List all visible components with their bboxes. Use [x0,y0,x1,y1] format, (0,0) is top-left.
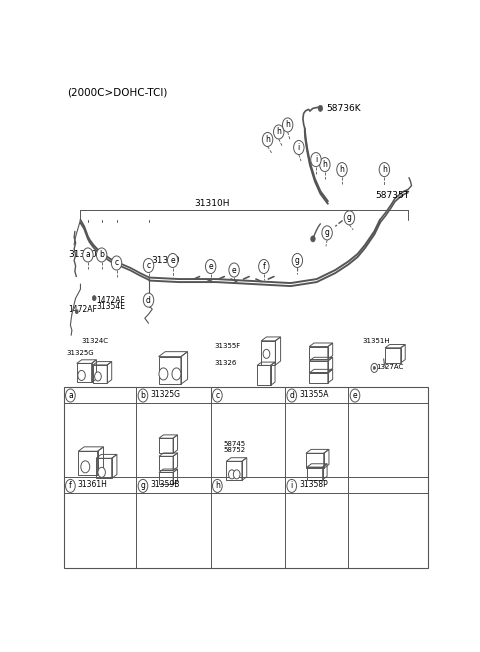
Circle shape [294,140,304,155]
Text: 1472AF: 1472AF [96,295,125,304]
Circle shape [96,248,107,262]
Circle shape [228,470,235,479]
Text: e: e [353,391,357,400]
Text: 31354E: 31354E [96,302,125,310]
Text: d: d [146,295,151,304]
Text: 31359B: 31359B [150,480,180,489]
Circle shape [259,259,269,274]
Text: c: c [115,258,119,267]
Text: 31326: 31326 [215,361,237,366]
Circle shape [66,389,75,402]
Circle shape [282,118,293,132]
Text: e: e [208,262,213,271]
Circle shape [75,310,78,314]
Text: 31310: 31310 [68,250,97,259]
Circle shape [263,132,273,147]
Text: h: h [382,165,387,174]
Circle shape [205,259,216,274]
Circle shape [98,467,106,477]
Text: 31320: 31320 [151,256,180,265]
Text: 31325G: 31325G [150,389,180,398]
Circle shape [318,106,323,111]
Text: 31325G: 31325G [67,350,95,357]
Circle shape [274,125,284,139]
Text: d: d [289,391,294,400]
Circle shape [337,162,347,177]
Circle shape [311,153,321,167]
Circle shape [172,368,181,380]
Text: h: h [339,165,345,174]
Circle shape [138,389,148,402]
Circle shape [320,158,330,171]
Circle shape [168,254,178,267]
Circle shape [95,372,101,381]
Text: c: c [216,391,219,400]
Text: g: g [141,481,145,490]
Circle shape [138,479,148,492]
Text: a: a [68,391,73,400]
Text: e: e [170,256,175,265]
Text: 58735T: 58735T [375,191,409,200]
Text: i: i [315,155,317,164]
Text: h: h [323,160,327,169]
Text: 31324C: 31324C [81,338,108,344]
Circle shape [83,248,93,262]
Text: c: c [146,261,151,270]
Circle shape [287,389,297,402]
Text: b: b [99,250,104,259]
Circle shape [292,254,302,267]
Text: b: b [141,391,145,400]
Text: f: f [263,262,265,271]
Text: 31361H: 31361H [78,480,108,489]
Text: i: i [298,143,300,152]
Circle shape [144,258,154,273]
Circle shape [159,368,168,380]
Text: 58736K: 58736K [326,104,360,113]
Text: 31355A: 31355A [299,389,329,398]
Circle shape [78,370,85,381]
Circle shape [350,389,360,402]
Text: a: a [85,250,90,259]
Text: h: h [215,481,220,490]
Circle shape [66,479,75,492]
Circle shape [373,366,375,370]
Circle shape [111,256,122,270]
Circle shape [311,236,315,242]
Circle shape [263,349,270,359]
Text: (2000C>DOHC-TCI): (2000C>DOHC-TCI) [67,87,168,97]
Circle shape [322,226,332,240]
Circle shape [144,293,154,307]
Text: 58752: 58752 [223,447,245,453]
Text: h: h [265,135,270,144]
Text: g: g [295,256,300,265]
Circle shape [81,461,90,473]
Text: g: g [324,228,330,237]
Circle shape [213,389,222,402]
Circle shape [92,295,96,301]
Text: h: h [276,127,281,136]
Circle shape [379,162,390,177]
Circle shape [233,470,240,479]
Text: 31351H: 31351H [362,338,390,344]
Text: 58745: 58745 [223,441,245,447]
Text: 31355F: 31355F [215,343,240,349]
Text: 31358P: 31358P [299,480,328,489]
Circle shape [371,363,378,372]
Text: h: h [285,121,290,130]
Text: f: f [69,481,72,490]
Text: e: e [232,265,237,274]
Text: 1327AC: 1327AC [376,364,404,370]
Text: i: i [290,481,293,490]
Circle shape [287,479,297,492]
Circle shape [213,479,222,492]
Circle shape [229,263,240,277]
Text: 1472AF: 1472AF [68,304,97,314]
Text: g: g [347,213,352,222]
Text: 31310H: 31310H [194,199,229,208]
Circle shape [344,211,355,225]
Bar [64,387,428,568]
